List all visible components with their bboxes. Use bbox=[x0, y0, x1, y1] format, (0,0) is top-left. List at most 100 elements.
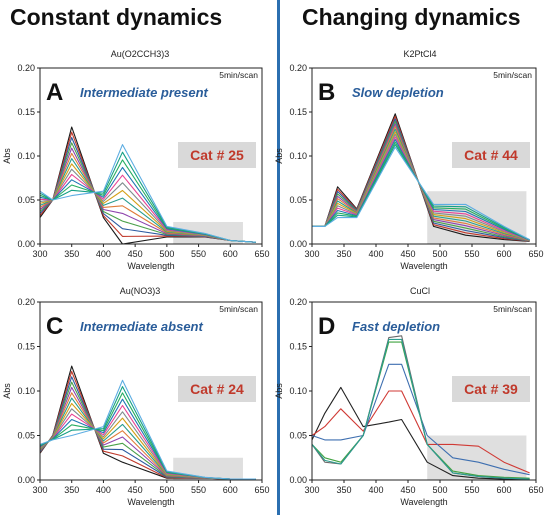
x-tick-label: 650 bbox=[254, 249, 269, 259]
x-tick-label: 500 bbox=[159, 249, 174, 259]
series-line bbox=[311, 363, 530, 476]
x-tick-label: 300 bbox=[32, 249, 47, 259]
x-tick-label: 450 bbox=[400, 249, 415, 259]
x-tick-label: 350 bbox=[64, 249, 79, 259]
x-tick-label: 550 bbox=[464, 249, 479, 259]
annotation-label: Intermediate absent bbox=[80, 319, 203, 334]
panel-a: 300 350 400 450 500 550 600 650 0.00 0.05 0.10 0.15… bbox=[2, 49, 270, 271]
y-tick-label: 0.10 bbox=[17, 386, 35, 396]
shaded-region bbox=[427, 435, 527, 480]
y-tick-label: 0.00 bbox=[289, 239, 307, 249]
x-tick-label: 350 bbox=[64, 485, 79, 495]
x-tick-label: 400 bbox=[368, 249, 383, 259]
series-line bbox=[311, 390, 530, 474]
annotation-label: Fast depletion bbox=[352, 319, 440, 334]
x-tick-label: 600 bbox=[223, 249, 238, 259]
series-line bbox=[39, 144, 256, 243]
y-tick-label: 0.10 bbox=[289, 151, 307, 161]
x-tick-label: 500 bbox=[159, 485, 174, 495]
x-tick-label: 650 bbox=[254, 485, 269, 495]
y-tick-label: 0.20 bbox=[289, 297, 307, 307]
x-tick-label: 400 bbox=[368, 485, 383, 495]
series-line bbox=[311, 341, 530, 479]
y-tick-label: 0.20 bbox=[17, 63, 35, 73]
y-tick-label: 0.15 bbox=[289, 107, 307, 117]
catalyst-label: Cat # 24 bbox=[190, 381, 244, 397]
y-tick-label: 0.15 bbox=[289, 342, 307, 352]
y-tick-label: 0.15 bbox=[17, 342, 35, 352]
rate-label: 5min/scan bbox=[219, 304, 258, 314]
catalyst-badge bbox=[452, 376, 530, 402]
catalyst-badge bbox=[452, 142, 530, 168]
y-tick-label: 0.10 bbox=[289, 386, 307, 396]
x-tick-label: 500 bbox=[432, 249, 447, 259]
x-tick-label: 500 bbox=[432, 485, 447, 495]
y-tick-label: 0.20 bbox=[289, 63, 307, 73]
compound-title: CuCl bbox=[410, 286, 430, 296]
catalyst-badge bbox=[178, 376, 256, 402]
compound-title: Au(NO3)3 bbox=[120, 286, 161, 296]
y-tick-label: 0.00 bbox=[17, 239, 35, 249]
compound-title: K2PtCl4 bbox=[403, 49, 436, 59]
x-tick-label: 300 bbox=[304, 249, 319, 259]
x-axis-label: Wavelength bbox=[127, 497, 174, 507]
series-line bbox=[312, 138, 530, 241]
left-header: Constant dynamics bbox=[10, 4, 223, 30]
rate-label: 5min/scan bbox=[493, 70, 532, 80]
panel-letter: D bbox=[318, 313, 335, 340]
x-tick-label: 350 bbox=[336, 249, 351, 259]
series-line bbox=[39, 379, 256, 480]
y-axis-label: Abs bbox=[274, 383, 284, 399]
x-tick-label: 450 bbox=[128, 485, 143, 495]
panel-letter: C bbox=[46, 313, 63, 340]
panel-c: 300 350 400 450 500 550 600 650 0.00 0.05 0.10 0.15… bbox=[2, 286, 270, 507]
x-tick-label: 450 bbox=[128, 249, 143, 259]
y-tick-label: 0.20 bbox=[17, 297, 35, 307]
x-tick-label: 550 bbox=[464, 485, 479, 495]
series-line bbox=[311, 338, 530, 480]
y-axis-label: Abs bbox=[2, 383, 12, 399]
y-tick-label: 0.05 bbox=[289, 431, 307, 441]
y-tick-label: 0.15 bbox=[17, 107, 35, 117]
x-tick-label: 650 bbox=[528, 485, 543, 495]
annotation-label: Intermediate present bbox=[80, 85, 209, 100]
panel-letter: A bbox=[46, 79, 63, 106]
y-tick-label: 0.05 bbox=[17, 431, 35, 441]
shaded-region bbox=[173, 222, 243, 244]
y-axis-label: Abs bbox=[274, 148, 284, 164]
x-tick-label: 550 bbox=[191, 485, 206, 495]
panel-d: 300 350 400 450 500 550 600 650 0.00 0.05 0.10 0.15… bbox=[274, 286, 544, 507]
catalyst-label: Cat # 44 bbox=[464, 147, 518, 163]
compound-title: Au(O2CCH3)3 bbox=[111, 49, 170, 59]
y-tick-label: 0.05 bbox=[17, 195, 35, 205]
x-tick-label: 650 bbox=[528, 249, 543, 259]
y-tick-label: 0.00 bbox=[17, 475, 35, 485]
catalyst-label: Cat # 39 bbox=[464, 381, 518, 397]
rate-label: 5min/scan bbox=[219, 70, 258, 80]
catalyst-badge bbox=[178, 142, 256, 168]
series-line bbox=[312, 141, 530, 241]
x-tick-label: 600 bbox=[496, 249, 511, 259]
x-axis-label: Wavelength bbox=[400, 497, 447, 507]
series-line bbox=[311, 386, 530, 480]
y-axis-label: Abs bbox=[2, 148, 12, 164]
panel-b: 300 350 400 450 500 550 600 650 0.00 0.05 0.10 0.15… bbox=[274, 49, 544, 271]
rate-label: 5min/scan bbox=[493, 304, 532, 314]
y-tick-label: 0.00 bbox=[289, 475, 307, 485]
x-tick-label: 600 bbox=[496, 485, 511, 495]
x-tick-label: 400 bbox=[96, 249, 111, 259]
y-tick-label: 0.10 bbox=[17, 151, 35, 161]
x-tick-label: 400 bbox=[96, 485, 111, 495]
x-tick-label: 450 bbox=[400, 485, 415, 495]
x-tick-label: 350 bbox=[336, 485, 351, 495]
x-axis-label: Wavelength bbox=[400, 261, 447, 271]
right-header: Changing dynamics bbox=[302, 4, 521, 30]
x-tick-label: 600 bbox=[223, 485, 238, 495]
panel-divider bbox=[277, 0, 280, 515]
panel-letter: B bbox=[318, 79, 335, 106]
catalyst-label: Cat # 25 bbox=[190, 147, 244, 163]
series-line bbox=[312, 146, 530, 241]
x-tick-label: 300 bbox=[304, 485, 319, 495]
x-axis-label: Wavelength bbox=[127, 261, 174, 271]
